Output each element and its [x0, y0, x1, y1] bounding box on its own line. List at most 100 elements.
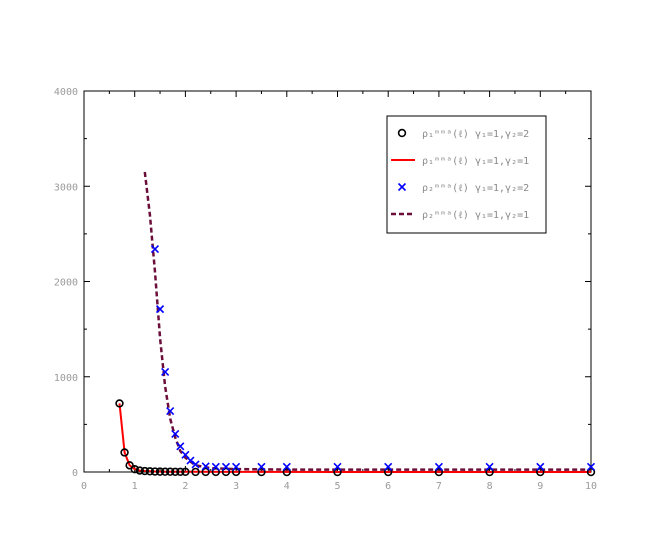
data-point-stroke: [181, 450, 190, 459]
data-point: [171, 429, 180, 438]
data-point: [485, 462, 494, 471]
data-point: [333, 462, 342, 471]
data-point: [165, 467, 175, 476]
series-3: [143, 171, 591, 471]
data-point-stroke: [434, 462, 443, 471]
data-point-stroke: [150, 245, 160, 254]
data-point: [120, 448, 129, 457]
data-point: [181, 467, 190, 477]
data-point: [201, 467, 210, 477]
data-point-stroke: [166, 406, 175, 416]
data-point: [176, 467, 185, 477]
legend-label: ρ₂ᵐᵐᵃ(ℓ) γ₁=1,γ₂=1: [422, 210, 529, 221]
data-point: [191, 460, 200, 469]
data-point-stroke: [282, 462, 291, 471]
data-point: [176, 442, 185, 451]
plot-series: [115, 171, 596, 477]
data-point: [140, 466, 150, 476]
y-tick-label: 4000: [54, 87, 78, 98]
data-point: [257, 462, 266, 471]
x-tick-label: 4: [284, 481, 290, 492]
data-point: [384, 467, 393, 477]
data-point-stroke: [221, 462, 231, 471]
data-point: [536, 467, 545, 477]
data-point: [231, 467, 241, 477]
series-2: [150, 245, 596, 471]
legend-symbol: [397, 182, 407, 192]
data-point: [586, 467, 596, 477]
data-point-stroke: [186, 456, 195, 465]
data-point: [155, 305, 165, 314]
x-tick-label: 10: [585, 481, 597, 492]
data-point: [434, 467, 444, 477]
data-point-stroke: [161, 367, 170, 377]
data-point: [186, 456, 195, 465]
x-tick-label: 5: [334, 481, 340, 492]
x-tick-label: 0: [81, 481, 87, 492]
legend: ρ₁ᵐᵐᵃ(ℓ) γ₁=1,γ₂=2 ρ₁ᵐᵐᵃ(ℓ) γ₁=1,γ₂=1 ρ₂ᵐᵐ…: [386, 115, 547, 234]
data-point: [257, 467, 266, 477]
legend-symbol: [397, 128, 407, 138]
x-tick-label: 9: [537, 481, 543, 492]
data-point-stroke: [176, 442, 185, 451]
legend-label: ρ₁ᵐᵐᵃ(ℓ) γ₁=1,γ₂=2: [422, 129, 529, 140]
data-point: [145, 467, 155, 476]
x-tick-label: 1: [132, 481, 138, 492]
data-point: [171, 467, 180, 477]
data-point: [211, 467, 221, 477]
data-point-stroke: [586, 462, 596, 471]
series-1: [118, 403, 591, 473]
data-point: [232, 462, 241, 471]
data-point-stroke: [211, 462, 220, 471]
data-point-stroke: [191, 460, 200, 469]
y-tick-label: 1000: [54, 373, 78, 384]
data-point: [155, 467, 165, 476]
data-point-stroke: [257, 462, 266, 471]
y-tick-label: 2000: [54, 278, 78, 289]
data-point: [115, 399, 124, 408]
data-point: [135, 466, 144, 475]
x-tick-label: 8: [487, 481, 493, 492]
data-point: [201, 462, 210, 471]
legend-marker: [397, 128, 407, 138]
data-point: [160, 467, 170, 476]
data-point: [384, 462, 393, 471]
data-point: [211, 462, 220, 471]
data-point-stroke: [384, 462, 393, 471]
data-point: [333, 467, 342, 477]
y-tick-label: 0: [72, 468, 78, 479]
data-point: [161, 367, 170, 377]
data-point-stroke: [155, 305, 165, 314]
series-line: [143, 171, 591, 471]
legend-label: ρ₂ᵐᵐᵃ(ℓ) γ₁=1,γ₂=2: [422, 183, 529, 194]
y-tick-label: 3000: [54, 182, 78, 193]
data-point: [221, 462, 231, 471]
data-point: [282, 462, 291, 471]
x-tick-label: 3: [233, 481, 239, 492]
data-point: [166, 406, 175, 416]
data-point-stroke: [201, 462, 210, 471]
data-point: [150, 245, 160, 254]
data-point-stroke: [485, 462, 494, 471]
legend-label: ρ₁ᵐᵐᵃ(ℓ) γ₁=1,γ₂=1: [422, 156, 529, 167]
data-point: [485, 467, 494, 477]
data-point-stroke: [333, 462, 342, 471]
data-point: [150, 467, 160, 476]
x-tick-label: 6: [385, 481, 391, 492]
data-point: [221, 467, 231, 477]
data-point-stroke: [232, 462, 241, 471]
data-point: [434, 462, 443, 471]
data-point: [130, 464, 139, 474]
data-point-stroke: [171, 429, 180, 438]
series-0: [115, 399, 596, 477]
data-point: [282, 467, 291, 477]
data-point: [536, 462, 545, 471]
series-line: [118, 403, 591, 473]
data-point-stroke: [536, 462, 545, 471]
data-point: [191, 467, 200, 477]
x-tick-label: 7: [436, 481, 442, 492]
legend-box: [386, 115, 547, 234]
x-tick-label: 2: [182, 481, 188, 492]
data-point: [586, 462, 596, 471]
